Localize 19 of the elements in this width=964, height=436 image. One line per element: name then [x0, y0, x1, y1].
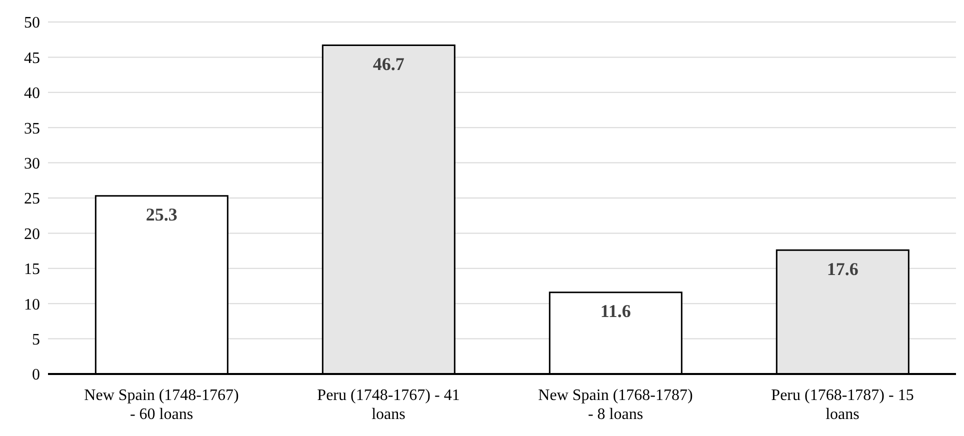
y-tick-label: 0 [32, 366, 40, 384]
y-tick-label: 5 [32, 331, 40, 348]
y-tick-label: 50 [24, 14, 40, 32]
x-tick-label: Peru (1748-1767) - 41 loans [317, 387, 460, 423]
y-tick-label: 40 [24, 85, 40, 102]
data-label: 46.7 [372, 54, 404, 74]
x-tick-label: New Spain (1768-1787) - 8 loans [538, 387, 693, 423]
data-label: 25.3 [146, 204, 178, 225]
data-label: 11.6 [600, 301, 631, 322]
y-tick-label: 15 [24, 261, 40, 278]
data-label: 17.6 [826, 258, 858, 279]
y-tick-label: 10 [24, 296, 40, 314]
x-tick-label: Peru (1768-1787) - 15 loans [771, 387, 914, 423]
x-tick-label: New Spain (1748-1767) - 60 loans [84, 387, 239, 423]
y-tick-label: 35 [24, 120, 40, 138]
y-tick-label: 20 [24, 226, 40, 243]
y-tick-label: 25 [24, 190, 40, 208]
y-tick-label: 45 [24, 50, 40, 67]
y-tick-label: 30 [24, 155, 40, 172]
